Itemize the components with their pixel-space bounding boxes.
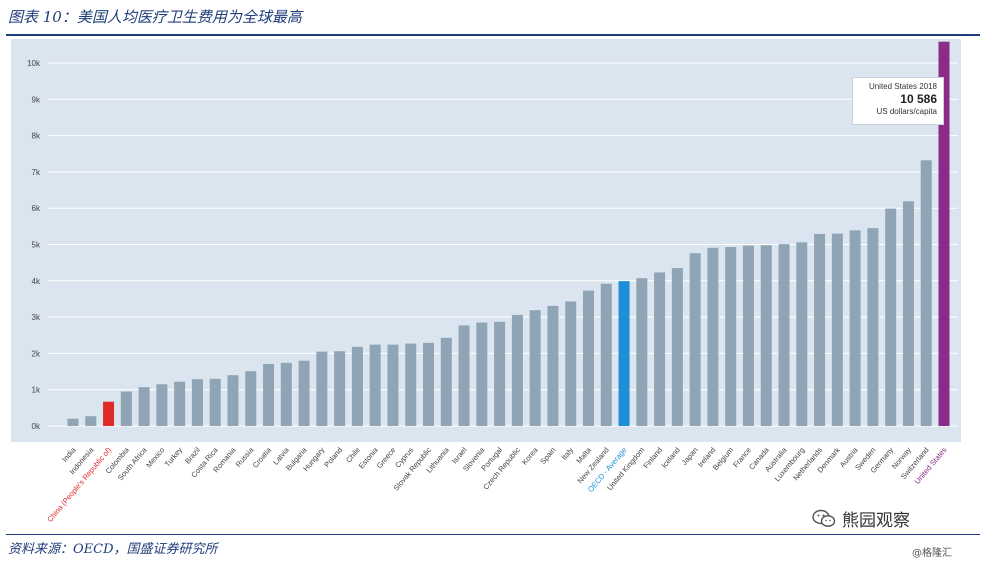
- bar: [298, 360, 310, 426]
- wechat-icon: [812, 509, 836, 527]
- bar: [138, 387, 150, 426]
- x-tick-label: Iceland: [659, 446, 681, 470]
- bar: [174, 381, 186, 426]
- value-tooltip: United States 2018 10 586 US dollars/cap…: [852, 77, 944, 125]
- figure-title: 图表 10：美国人均医疗卫生费用为全球最高: [8, 8, 302, 26]
- x-tick-label: Poland: [322, 446, 344, 470]
- bar: [156, 384, 168, 426]
- x-tick-label: Mexico: [144, 446, 166, 470]
- x-tick-label: Croatia: [251, 445, 274, 470]
- bar: [423, 342, 435, 426]
- source-note: 资料来源：OECD，国盛证券研究所: [8, 542, 218, 557]
- bar: [458, 325, 470, 426]
- bar: [902, 201, 914, 426]
- y-tick-label: 4k: [32, 277, 41, 286]
- tooltip-title: United States 2018: [868, 82, 937, 91]
- bar: [387, 344, 399, 426]
- bar: [654, 272, 666, 426]
- x-tick-label: Italy: [560, 445, 576, 462]
- bar: [245, 371, 257, 426]
- bar: [600, 283, 612, 426]
- source-rule: [6, 534, 980, 535]
- bar: [351, 346, 363, 426]
- y-tick-label: 3k: [32, 313, 41, 322]
- bar: [636, 278, 648, 426]
- bar: [494, 321, 506, 426]
- bar: [849, 230, 861, 426]
- bar: [760, 245, 772, 426]
- bar: [671, 268, 683, 426]
- y-tick-label: 7k: [32, 168, 41, 177]
- bar: [796, 242, 808, 426]
- bar: [867, 228, 879, 426]
- bar: [440, 337, 452, 426]
- x-tick-label: Korea: [520, 445, 540, 467]
- bar: [511, 314, 523, 426]
- bar: [938, 41, 950, 426]
- y-tick-label: 2k: [32, 349, 41, 358]
- bar: [707, 247, 719, 426]
- bar: [920, 160, 932, 426]
- bar: [369, 344, 381, 426]
- y-tick-label: 5k: [32, 241, 41, 250]
- watermark: 熊园观察: [812, 506, 910, 531]
- tooltip-value: 10 586: [900, 92, 937, 106]
- bar: [120, 391, 132, 426]
- bar: [582, 290, 594, 426]
- bar: [405, 343, 417, 426]
- bar: [547, 305, 559, 426]
- x-tick-label: Finland: [641, 446, 664, 471]
- bar: [227, 375, 239, 426]
- bar: [85, 416, 97, 426]
- y-tick-label: 8k: [32, 132, 41, 141]
- bar: [476, 322, 488, 426]
- watermark-text: 熊园观察: [842, 511, 910, 531]
- bar: [831, 233, 843, 426]
- watermark-sub: @格隆汇: [912, 548, 952, 559]
- bar: [529, 310, 541, 426]
- x-tick-label: Turkey: [163, 445, 185, 468]
- bar: [565, 301, 577, 426]
- bar: [885, 208, 897, 426]
- tooltip-unit: US dollars/capita: [876, 107, 937, 116]
- bar: [263, 363, 275, 426]
- bar: [618, 281, 630, 426]
- bar: [209, 378, 221, 426]
- x-tick-label: Spain: [538, 446, 557, 466]
- bar: [689, 253, 701, 426]
- title-rule: [6, 34, 980, 36]
- y-tick-label: 6k: [32, 204, 41, 213]
- x-tick-label: Greece: [375, 446, 398, 471]
- bar: [191, 379, 203, 426]
- y-tick-label: 0k: [32, 422, 41, 431]
- bar: [103, 401, 115, 426]
- bar: [316, 351, 328, 426]
- bar: [814, 233, 826, 426]
- bar: [778, 244, 790, 426]
- bar: [334, 351, 346, 426]
- bar: [742, 245, 754, 426]
- y-tick-label: 10k: [27, 59, 41, 68]
- bar: [725, 247, 737, 426]
- y-tick-label: 9k: [32, 95, 41, 104]
- y-tick-label: 1k: [32, 386, 41, 395]
- bar: [280, 362, 292, 426]
- bar: [67, 418, 79, 426]
